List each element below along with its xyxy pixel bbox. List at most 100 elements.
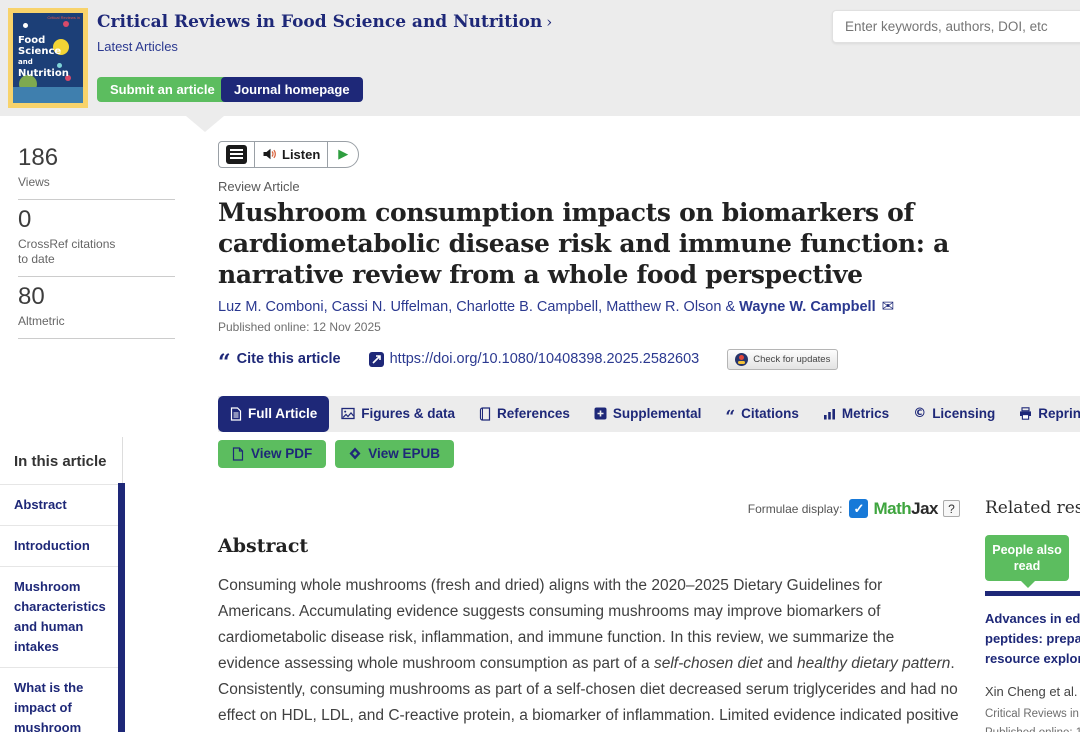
listen-menu-button[interactable] <box>219 141 255 167</box>
toc-heading: In this article <box>14 453 107 470</box>
tab-label: Reprints & Permissions <box>1038 406 1080 421</box>
toc-item-impact[interactable]: What is the impact of mushroom consumpti… <box>0 667 118 732</box>
speaker-icon <box>263 148 276 160</box>
journal-title-link[interactable]: Critical Reviews in Food Science and Nut… <box>97 12 552 32</box>
author-link[interactable]: Luz M. Comboni <box>218 298 324 315</box>
view-pdf-button[interactable]: View PDF <box>218 439 327 468</box>
tab-label: Licensing <box>932 406 996 421</box>
author-link[interactable]: Cassi N. Uffelman <box>331 298 449 315</box>
cover-bottom-band <box>13 87 83 103</box>
people-also-read-label: People also read <box>992 543 1062 573</box>
divider <box>18 199 175 200</box>
mathjax-logo[interactable]: MathJax <box>873 499 938 519</box>
view-epub-label: View EPUB <box>368 446 441 461</box>
check-updates-label: Check for updates <box>753 353 831 365</box>
doi-share-icon <box>368 351 384 367</box>
cite-this-article-link[interactable]: “ Cite this article <box>218 350 341 376</box>
abstract-text: Consuming whole mushrooms (fresh and dri… <box>218 573 960 732</box>
check-for-updates-button[interactable]: Check for updates <box>727 348 839 370</box>
abstract-part: and <box>762 654 797 672</box>
mathjax-help-button[interactable]: ? <box>943 500 960 517</box>
toc-item-mushroom-characteristics[interactable]: Mushroom characteristics and human intak… <box>0 566 118 667</box>
abstract-italic: healthy dietary pattern <box>797 654 951 672</box>
search-box <box>832 10 1080 43</box>
doi-text: https://doi.org/10.1080/10408398.2025.25… <box>389 351 700 367</box>
abstract-part: . Consistently, consuming mushrooms as p… <box>218 654 959 724</box>
tab-metrics[interactable]: Metrics <box>811 396 901 432</box>
author-separator: , <box>598 298 607 315</box>
toc-item-abstract[interactable]: Abstract <box>0 484 118 525</box>
tab-full-article[interactable]: Full Article <box>218 395 330 432</box>
mathjax-logo-jax: Jax <box>911 498 938 518</box>
cover-yellow-sphere <box>53 39 69 55</box>
play-icon: ▶ <box>338 146 349 162</box>
cover-dot <box>23 23 28 28</box>
crossref-count: 0 <box>18 206 32 233</box>
document-icon <box>230 406 242 421</box>
view-pdf-label: View PDF <box>251 446 313 461</box>
author-separator: , <box>323 298 332 315</box>
people-also-read-notch <box>1021 581 1035 588</box>
plus-square-icon <box>594 407 607 420</box>
quote-icon: “ <box>725 406 736 427</box>
tab-label: Citations <box>741 406 799 421</box>
tab-reprints-permissions[interactable]: Reprints & Permissions <box>1007 396 1080 432</box>
formulae-display-row: Formulae display: ✓ MathJax ? <box>218 499 960 519</box>
tab-references[interactable]: References <box>467 396 582 432</box>
submit-article-button[interactable]: Submit an article <box>97 77 228 102</box>
related-article-link[interactable]: Advances in edib peptides: prepara resou… <box>985 609 1080 669</box>
mathjax-checkbox[interactable]: ✓ <box>849 499 869 518</box>
quote-icon: “ <box>218 350 231 376</box>
breadcrumb-latest-articles[interactable]: Latest Articles <box>97 39 178 54</box>
journal-cover[interactable]: Critical Reviews in Food Science and Nut… <box>8 8 88 108</box>
search-input[interactable] <box>833 11 1080 42</box>
listen-play-button[interactable]: ▶ <box>328 142 358 167</box>
author-link[interactable]: Matthew R. Olson <box>606 298 722 315</box>
toc-scroll-bar[interactable] <box>118 483 125 732</box>
cover-title-line: and <box>18 58 33 66</box>
listen-button[interactable]: Listen <box>255 141 329 167</box>
view-buttons: View PDF View EPUB <box>218 439 1080 468</box>
authors-line: Luz M. Comboni, Cassi N. Uffelman, Charl… <box>218 297 1080 315</box>
related-article-date: Published online: 1 <box>985 727 1080 732</box>
chevron-right-icon: › <box>546 13 553 31</box>
cover-dot <box>63 21 69 27</box>
abstract-heading: Abstract <box>218 534 309 557</box>
tab-supplemental[interactable]: Supplemental <box>582 396 714 432</box>
divider <box>18 338 175 339</box>
cover-dot <box>65 75 71 81</box>
article-title: Mushroom consumption impacts on biomarke… <box>218 197 950 289</box>
cite-row: “ Cite this article https://doi.org/10.1… <box>218 348 1080 376</box>
header-notch <box>186 116 224 132</box>
copyright-icon: © <box>913 406 927 421</box>
cover-title-line: Food <box>18 35 46 46</box>
tab-figures-data[interactable]: Figures & data <box>329 396 467 432</box>
related-research-panel: Related research People also read Advanc… <box>985 498 1080 732</box>
people-also-read-tab[interactable]: People also read <box>985 535 1069 588</box>
altmetric-count: 80 <box>18 283 45 310</box>
tab-label: References <box>497 406 570 421</box>
article-tabbar: Full Article Figures & data References <box>218 395 1080 432</box>
tab-licensing[interactable]: © Licensing <box>901 396 1007 432</box>
view-epub-button[interactable]: View EPUB <box>335 439 455 468</box>
crossmark-logo-icon <box>735 352 749 366</box>
author-separator: & <box>721 298 740 315</box>
toc-item-introduction[interactable]: Introduction <box>0 525 118 566</box>
journal-title-text: Critical Reviews in Food Science and Nut… <box>97 12 543 32</box>
tab-citations[interactable]: “ Citations <box>713 396 811 432</box>
hamburger-icon <box>226 144 247 164</box>
image-icon <box>341 407 355 420</box>
divider <box>18 276 175 277</box>
corresponding-author-link[interactable]: Wayne W. Campbell <box>739 298 876 315</box>
listen-widget[interactable]: Listen ▶ <box>218 140 360 168</box>
author-link[interactable]: Charlotte B. Campbell <box>456 298 599 315</box>
article-type-label: Review Article <box>218 178 300 194</box>
pdf-icon <box>232 446 244 461</box>
cover-title-line: Science <box>18 46 62 57</box>
formulae-display-label: Formulae display: <box>747 501 843 516</box>
doi-link[interactable]: https://doi.org/10.1080/10408398.2025.25… <box>368 351 700 367</box>
email-envelope-icon[interactable]: ✉ <box>881 296 895 315</box>
cover-top-label: Critical Reviews in <box>47 15 80 20</box>
journal-homepage-button[interactable]: Journal homepage <box>221 77 363 102</box>
related-article-journal: Critical Reviews in <box>985 708 1079 720</box>
